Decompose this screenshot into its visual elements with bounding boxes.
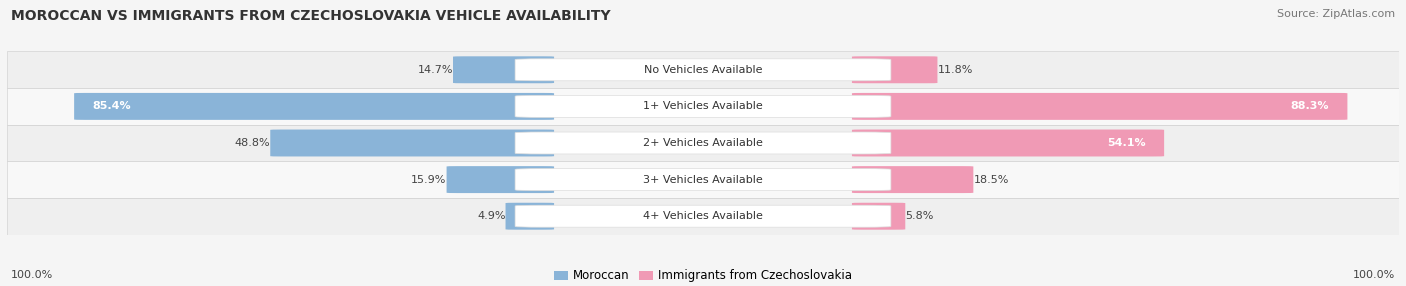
FancyBboxPatch shape [515, 205, 891, 227]
Text: 88.3%: 88.3% [1291, 102, 1329, 111]
FancyBboxPatch shape [852, 203, 905, 230]
Bar [7, 88, 1399, 125]
Text: 48.8%: 48.8% [235, 138, 270, 148]
Text: 100.0%: 100.0% [11, 270, 53, 280]
Text: 15.9%: 15.9% [411, 175, 447, 184]
FancyBboxPatch shape [515, 132, 891, 154]
FancyBboxPatch shape [506, 203, 554, 230]
FancyBboxPatch shape [270, 130, 554, 156]
Text: 18.5%: 18.5% [973, 175, 1008, 184]
Bar [7, 51, 1399, 88]
FancyBboxPatch shape [515, 59, 891, 81]
Text: 54.1%: 54.1% [1108, 138, 1146, 148]
Legend: Moroccan, Immigrants from Czechoslovakia: Moroccan, Immigrants from Czechoslovakia [550, 265, 856, 286]
FancyBboxPatch shape [852, 56, 938, 83]
Text: MOROCCAN VS IMMIGRANTS FROM CZECHOSLOVAKIA VEHICLE AVAILABILITY: MOROCCAN VS IMMIGRANTS FROM CZECHOSLOVAK… [11, 9, 610, 23]
Text: No Vehicles Available: No Vehicles Available [644, 65, 762, 75]
FancyBboxPatch shape [515, 96, 891, 117]
Text: 4.9%: 4.9% [477, 211, 506, 221]
Text: 100.0%: 100.0% [1353, 270, 1395, 280]
Text: 2+ Vehicles Available: 2+ Vehicles Available [643, 138, 763, 148]
Text: 85.4%: 85.4% [93, 102, 131, 111]
FancyBboxPatch shape [453, 56, 554, 83]
Text: 3+ Vehicles Available: 3+ Vehicles Available [643, 175, 763, 184]
Text: 4+ Vehicles Available: 4+ Vehicles Available [643, 211, 763, 221]
Bar [7, 125, 1399, 161]
Bar [7, 161, 1399, 198]
FancyBboxPatch shape [852, 166, 973, 193]
Text: 1+ Vehicles Available: 1+ Vehicles Available [643, 102, 763, 111]
Text: Source: ZipAtlas.com: Source: ZipAtlas.com [1277, 9, 1395, 19]
Text: 11.8%: 11.8% [938, 65, 973, 75]
Text: 14.7%: 14.7% [418, 65, 453, 75]
Text: 5.8%: 5.8% [905, 211, 934, 221]
FancyBboxPatch shape [515, 169, 891, 190]
FancyBboxPatch shape [75, 93, 554, 120]
FancyBboxPatch shape [852, 130, 1164, 156]
FancyBboxPatch shape [852, 93, 1347, 120]
Bar [7, 198, 1399, 235]
FancyBboxPatch shape [447, 166, 554, 193]
